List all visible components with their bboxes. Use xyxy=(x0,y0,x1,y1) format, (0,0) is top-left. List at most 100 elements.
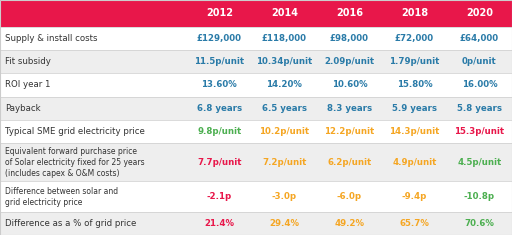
Bar xyxy=(447,97,512,120)
Bar xyxy=(382,181,447,212)
Text: -2.1p: -2.1p xyxy=(207,192,232,201)
Bar xyxy=(252,120,317,143)
Text: 5.9 years: 5.9 years xyxy=(392,104,437,113)
Bar xyxy=(382,120,447,143)
Text: 2014: 2014 xyxy=(271,8,298,18)
Text: 2.09p/unit: 2.09p/unit xyxy=(325,57,374,66)
Text: £129,000: £129,000 xyxy=(197,34,242,43)
Bar xyxy=(382,212,447,235)
Text: 6.2p/unit: 6.2p/unit xyxy=(327,158,372,167)
Text: 9.8p/unit: 9.8p/unit xyxy=(197,127,242,136)
Text: 16.00%: 16.00% xyxy=(462,80,497,90)
Text: 15.3p/unit: 15.3p/unit xyxy=(455,127,504,136)
Bar xyxy=(317,212,382,235)
Text: 5.8 years: 5.8 years xyxy=(457,104,502,113)
Bar xyxy=(447,27,512,50)
Bar xyxy=(382,97,447,120)
Text: 4.5p/unit: 4.5p/unit xyxy=(457,158,502,167)
Bar xyxy=(317,181,382,212)
Text: Supply & install costs: Supply & install costs xyxy=(5,34,98,43)
Text: -10.8p: -10.8p xyxy=(464,192,495,201)
Text: 13.60%: 13.60% xyxy=(202,80,237,90)
Bar xyxy=(187,181,252,212)
Bar xyxy=(317,143,382,181)
Bar xyxy=(252,97,317,120)
Bar xyxy=(0,50,187,73)
Text: Difference as a % of grid price: Difference as a % of grid price xyxy=(5,219,137,228)
Bar xyxy=(187,27,252,50)
Text: -6.0p: -6.0p xyxy=(337,192,362,201)
Text: 1.79p/unit: 1.79p/unit xyxy=(389,57,440,66)
Bar xyxy=(447,50,512,73)
Bar xyxy=(187,143,252,181)
Bar xyxy=(252,212,317,235)
Bar xyxy=(187,50,252,73)
Bar xyxy=(382,27,447,50)
Bar xyxy=(252,181,317,212)
Text: 7.7p/unit: 7.7p/unit xyxy=(197,158,242,167)
Bar xyxy=(0,27,187,50)
Bar xyxy=(0,120,187,143)
Text: 6.5 years: 6.5 years xyxy=(262,104,307,113)
Bar xyxy=(187,97,252,120)
Text: 2016: 2016 xyxy=(336,8,363,18)
Text: 2020: 2020 xyxy=(466,8,493,18)
Text: Typical SME grid electricity price: Typical SME grid electricity price xyxy=(5,127,145,136)
Text: 4.9p/unit: 4.9p/unit xyxy=(392,158,437,167)
Text: 12.2p/unit: 12.2p/unit xyxy=(324,127,375,136)
Text: £98,000: £98,000 xyxy=(330,34,369,43)
Text: 14.20%: 14.20% xyxy=(266,80,303,90)
Bar xyxy=(382,73,447,97)
Text: 14.3p/unit: 14.3p/unit xyxy=(389,127,440,136)
Bar xyxy=(187,73,252,97)
Bar xyxy=(0,73,187,97)
Bar xyxy=(0,181,187,212)
Text: 7.2p/unit: 7.2p/unit xyxy=(262,158,307,167)
Text: 6.8 years: 6.8 years xyxy=(197,104,242,113)
Text: £72,000: £72,000 xyxy=(395,34,434,43)
Text: -9.4p: -9.4p xyxy=(402,192,427,201)
Text: 2012: 2012 xyxy=(206,8,233,18)
Bar xyxy=(447,73,512,97)
Bar xyxy=(447,120,512,143)
Text: 11.5p/unit: 11.5p/unit xyxy=(195,57,244,66)
Bar xyxy=(317,120,382,143)
Text: £64,000: £64,000 xyxy=(460,34,499,43)
Text: 10.34p/unit: 10.34p/unit xyxy=(257,57,312,66)
Bar xyxy=(382,143,447,181)
Text: Difference between solar and
grid electricity price: Difference between solar and grid electr… xyxy=(5,187,118,207)
Bar xyxy=(317,50,382,73)
Bar xyxy=(0,212,187,235)
Text: 10.60%: 10.60% xyxy=(332,80,367,90)
Text: 70.6%: 70.6% xyxy=(464,219,495,228)
Text: Payback: Payback xyxy=(5,104,41,113)
Bar xyxy=(317,27,382,50)
Text: 49.2%: 49.2% xyxy=(334,219,365,228)
Text: Equivalent forward purchase price
of Solar electricity fixed for 25 years
(inclu: Equivalent forward purchase price of Sol… xyxy=(5,147,145,178)
Text: £118,000: £118,000 xyxy=(262,34,307,43)
Text: 2018: 2018 xyxy=(401,8,428,18)
Text: 21.4%: 21.4% xyxy=(204,219,234,228)
Text: Fit subsidy: Fit subsidy xyxy=(5,57,51,66)
Text: 0p/unit: 0p/unit xyxy=(462,57,497,66)
Bar xyxy=(252,27,317,50)
Bar xyxy=(317,73,382,97)
Bar xyxy=(187,212,252,235)
Bar xyxy=(252,73,317,97)
Bar xyxy=(317,97,382,120)
Text: ROI year 1: ROI year 1 xyxy=(5,80,51,90)
Bar xyxy=(187,120,252,143)
Bar xyxy=(447,181,512,212)
Text: 65.7%: 65.7% xyxy=(399,219,430,228)
Bar xyxy=(447,143,512,181)
Bar xyxy=(447,212,512,235)
Text: 8.3 years: 8.3 years xyxy=(327,104,372,113)
Text: 10.2p/unit: 10.2p/unit xyxy=(260,127,309,136)
Bar xyxy=(382,50,447,73)
Bar xyxy=(0,143,187,181)
Bar xyxy=(0,0,512,27)
Text: -3.0p: -3.0p xyxy=(272,192,297,201)
Text: 15.80%: 15.80% xyxy=(397,80,432,90)
Bar xyxy=(0,97,187,120)
Bar xyxy=(252,143,317,181)
